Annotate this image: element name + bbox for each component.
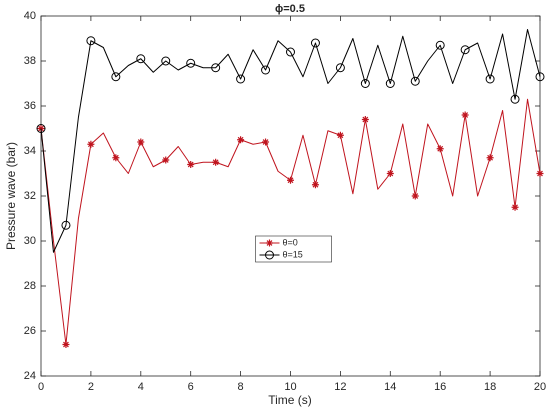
x-tick-label: 4 [138,381,144,393]
marker [410,76,420,86]
marker [360,79,370,88]
x-tick-label: 14 [384,381,396,393]
marker [87,140,95,148]
marker [62,341,70,348]
marker [510,94,520,104]
marker [435,40,445,50]
series-line [40,29,541,253]
x-tick-label: 12 [334,381,346,393]
marker [411,192,419,200]
marker [111,72,121,82]
marker [511,203,519,211]
marker [311,181,319,189]
marker [287,176,294,184]
marker [36,124,46,133]
chart-title: ϕ=0.5 [275,3,305,15]
marker [485,74,495,84]
marker [137,138,145,146]
marker [112,154,120,162]
marker [266,239,273,247]
marker [262,138,270,146]
x-tick-label: 0 [38,381,44,393]
marker [310,38,320,48]
x-tick-label: 6 [188,381,194,393]
y-tick-label: 40 [24,10,36,22]
marker [286,47,295,57]
marker [86,36,96,46]
legend-label: θ=15 [283,249,303,259]
plot-frame [40,15,541,377]
y-tick-label: 26 [24,325,36,337]
marker [136,54,146,64]
legend-box [255,235,332,263]
marker [237,136,245,144]
x-tick-label: 18 [484,381,496,393]
y-tick-label: 30 [24,235,36,247]
marker [265,250,274,260]
marker [186,58,196,68]
marker [261,65,271,75]
marker [335,63,345,73]
marker [212,158,220,166]
y-tick-label: 28 [24,280,36,292]
x-tick-label: 16 [434,381,446,393]
marker [486,154,494,162]
marker [460,45,470,55]
series-line [40,98,541,345]
marker [385,79,395,88]
marker [361,116,369,123]
marker [535,72,545,82]
marker [187,161,195,168]
x-tick-label: 20 [534,381,546,393]
y-axis-label: Pressure wave (bar) [4,142,18,250]
marker [436,145,444,153]
y-tick-label: 38 [24,55,36,67]
x-tick-label: 10 [284,381,296,393]
legend-label: θ=0 [283,237,298,247]
y-tick-label: 34 [24,145,36,157]
marker [461,111,469,119]
marker [336,131,344,139]
marker [386,170,394,177]
marker [161,56,171,66]
marker [211,63,221,73]
y-tick-label: 24 [24,370,36,382]
marker [61,220,71,230]
x-tick-label: 2 [88,381,94,393]
marker [236,74,246,84]
x-tick-label: 8 [238,381,244,393]
marker [536,170,544,177]
x-axis-label: Time (s) [268,393,312,407]
y-tick-label: 36 [24,100,36,112]
marker [162,156,170,164]
y-tick-label: 32 [24,190,36,202]
